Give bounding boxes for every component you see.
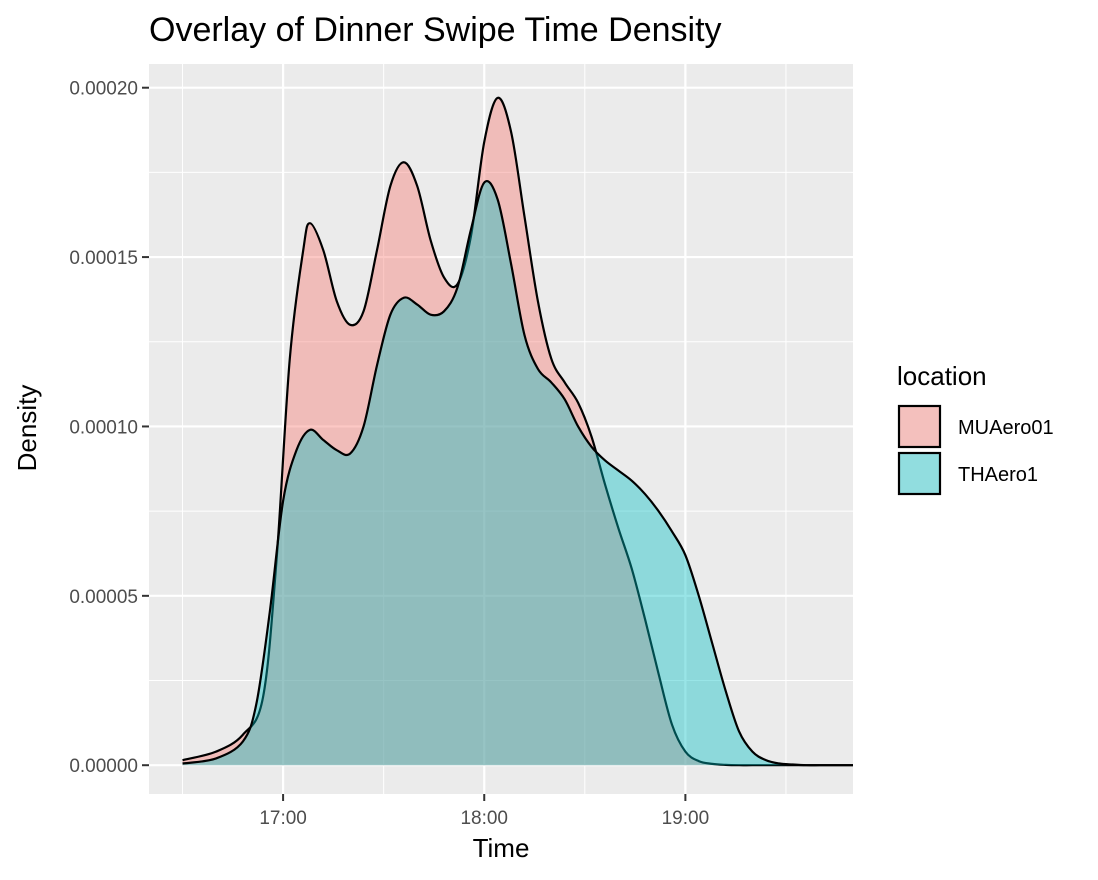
chart-title: Overlay of Dinner Swipe Time Density [149,11,722,49]
density-line-thaero1 [182,180,853,767]
axis-layer: 0.00000 0.00005 0.00010 0.00015 0.00020 17:00… [69,79,709,829]
density-line-muaero01 [182,96,853,767]
x-tick-label: 17:00 [259,808,307,829]
legend-label-thaero1: THAero1 [958,464,1038,486]
legend-key-background [898,405,941,448]
legend: location MUAero01 THAero1 [897,361,1054,496]
density-area-muaero01 [182,97,853,766]
legend-swatch-thaero1 [897,451,942,496]
legend-label-muaero01: MUAero01 [958,417,1054,439]
y-tick-label: 0.00005 [69,587,138,608]
y-tick-label: 0.00020 [69,79,138,100]
y-tick-label: 0.00000 [69,756,138,777]
y-axis-title: Density [12,385,42,472]
legend-items: MUAero01 THAero1 [897,404,1054,496]
legend-key-background [898,452,941,495]
y-tick-label: 0.00015 [69,248,138,269]
legend-swatch-muaero01 [897,404,942,449]
series-layer [182,96,853,767]
y-tick-label: 0.00010 [69,417,138,438]
x-tick-label: 19:00 [662,808,710,829]
grid-layer [149,64,853,794]
x-axis-title: Time [473,833,530,863]
legend-title: location [897,361,987,391]
density-area-thaero1 [182,181,853,766]
x-tick-label: 18:00 [460,808,508,829]
